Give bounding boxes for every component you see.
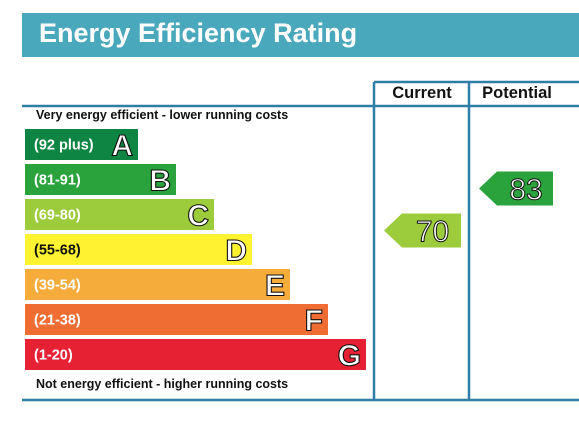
band-c: (69-80) C	[25, 199, 214, 233]
chart-frame	[22, 80, 579, 402]
band-letter-d: D	[225, 235, 247, 268]
band-range-b: (81-91)	[34, 173, 81, 189]
column-header-current: Current	[392, 84, 452, 102]
band-bar-f	[25, 304, 328, 335]
column-header-potential: Potential	[482, 84, 552, 102]
band-range-e: (39-54)	[34, 278, 81, 294]
band-letter-b: B	[149, 165, 171, 198]
band-range-d: (55-68)	[34, 243, 81, 259]
title-bar: Energy Efficiency Rating	[22, 13, 579, 57]
band-g: (1-20) G	[25, 339, 366, 373]
band-letter-f: F	[305, 305, 323, 338]
band-bar-e	[25, 269, 290, 300]
current-rating-arrow: 70	[384, 213, 461, 249]
band-bar-g	[25, 339, 366, 370]
rating-bands: (92 plus) A(81-91) B(69-80) C(55-68) D(39-54…	[25, 129, 366, 373]
band-letter-a: A	[111, 130, 133, 163]
band-range-a: (92 plus)	[34, 138, 94, 154]
potential-rating-arrow-value: 83	[509, 174, 542, 207]
band-d: (55-68) D	[25, 234, 252, 268]
band-bar-a	[25, 129, 138, 160]
band-e: (39-54) E	[25, 269, 290, 303]
current-rating-arrow-shape	[384, 213, 461, 248]
band-f: (21-38) F	[25, 304, 328, 338]
band-range-f: (21-38)	[34, 313, 81, 329]
rating-arrows: 70 83	[384, 171, 553, 249]
page-title: Energy Efficiency Rating	[39, 18, 358, 48]
top-caption: Very energy efficient - lower running co…	[36, 108, 288, 122]
current-rating-arrow-value: 70	[416, 216, 449, 249]
band-b: (81-91) B	[25, 164, 176, 198]
band-letter-e: E	[265, 270, 285, 303]
band-bar-b	[25, 164, 176, 195]
band-range-c: (69-80)	[34, 208, 81, 224]
potential-rating-arrow: 83	[479, 171, 553, 207]
band-letter-c: C	[187, 200, 209, 233]
potential-rating-arrow-shape	[479, 171, 553, 206]
band-bar-d	[25, 234, 252, 265]
bottom-caption: Not energy efficient - higher running co…	[36, 377, 288, 391]
band-a: (92 plus) A	[25, 129, 138, 163]
band-letter-g: G	[338, 340, 361, 373]
band-bar-c	[25, 199, 214, 230]
band-range-g: (1-20)	[34, 348, 73, 364]
